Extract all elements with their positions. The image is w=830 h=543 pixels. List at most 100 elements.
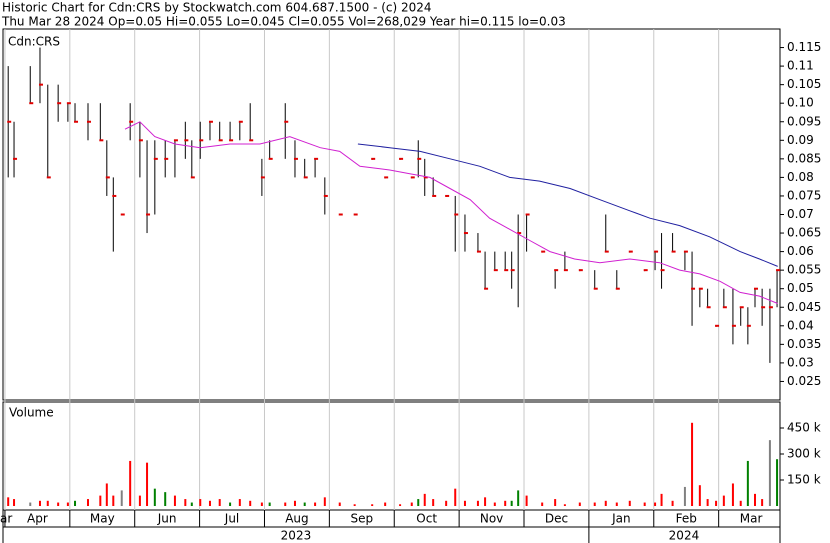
year-label: 2024 (669, 529, 700, 543)
volume-bar (671, 500, 674, 506)
y-tick-label: 0.095 (787, 114, 821, 128)
volume-bar (739, 500, 742, 506)
x-tick-label: Aug (285, 512, 308, 526)
y-tick-label: 0.09 (787, 133, 814, 147)
volume-label: Volume (9, 406, 54, 420)
volume-bar (38, 500, 41, 506)
volume-bar (129, 460, 132, 506)
volume-bar (643, 502, 646, 506)
volume-bar (173, 495, 176, 506)
volume-bar (445, 500, 448, 506)
volume-bar (578, 502, 581, 506)
volume-bar (510, 500, 513, 506)
volume-bar (504, 500, 507, 506)
volume-bar (338, 502, 341, 506)
volume-bar (120, 490, 123, 506)
x-tick-label: Oct (416, 512, 437, 526)
year-label: 2023 (281, 529, 312, 543)
volume-bar (517, 490, 520, 506)
volume-bar (660, 493, 663, 506)
volume-bar (184, 499, 187, 506)
volume-bar (293, 500, 296, 506)
volume-bar (29, 502, 32, 506)
x-tick-label: Feb (676, 512, 697, 526)
volume-bar (691, 422, 694, 506)
volume-bar (683, 486, 686, 506)
volume-bar (112, 495, 115, 506)
volume-bar (314, 502, 317, 506)
y-tick-label: 0.11 (787, 59, 814, 73)
volume-bar (715, 500, 718, 506)
volume-bar (423, 493, 426, 506)
volume-bar (66, 502, 69, 506)
y-tick-label: 0.045 (787, 300, 821, 314)
volume-bar (604, 500, 607, 506)
volume-bar (190, 502, 193, 506)
volume-bar (46, 500, 49, 506)
volume-bar (753, 493, 756, 506)
volume-bar (432, 499, 435, 506)
volume-bar (768, 440, 771, 506)
volume-bar (153, 488, 156, 506)
volume-bar (229, 502, 232, 506)
volume-bar (7, 497, 10, 506)
volume-bar (57, 502, 60, 506)
y-tick-label: 0.055 (787, 263, 821, 277)
x-tick-label: Jan (611, 512, 631, 526)
volume-bar (249, 500, 252, 506)
volume-bar (776, 459, 779, 506)
volume-bar (463, 500, 466, 506)
volume-tick-label: 150 k (787, 473, 821, 487)
volume-bar (105, 483, 108, 506)
volume-bar (493, 502, 496, 506)
y-tick-label: 0.05 (787, 281, 814, 295)
y-tick-label: 0.04 (787, 318, 814, 332)
y-tick-label: 0.035 (787, 337, 821, 351)
volume-bar (74, 500, 77, 506)
volume-bar (761, 499, 764, 506)
volume-bar (238, 499, 241, 506)
volume-bar (371, 504, 374, 506)
volume-bar (525, 495, 528, 506)
volume-bar (303, 502, 306, 506)
volume-tick-label: 300 k (787, 447, 821, 461)
volume-bar (410, 502, 413, 506)
volume-bar (746, 460, 749, 506)
volume-bar (563, 504, 566, 506)
x-tick-label: Nov (480, 512, 503, 526)
volume-bar (86, 499, 89, 506)
volume-bar (99, 495, 102, 506)
volume-bar (218, 499, 221, 506)
x-tick-label: May (90, 512, 115, 526)
volume-bar (146, 462, 149, 506)
volume-bar (454, 488, 457, 506)
volume-bar (554, 499, 557, 506)
y-tick-label: 0.105 (787, 77, 821, 91)
volume-bar (706, 499, 709, 506)
volume-bar (484, 497, 487, 506)
volume-bar (138, 495, 141, 506)
x-tick-label: Sep (350, 512, 373, 526)
x-tick-label: Dec (545, 512, 568, 526)
x-tick-label: Apr (27, 512, 48, 526)
volume-bar (353, 504, 356, 506)
volume-bar (384, 502, 387, 506)
volume-bar (268, 502, 271, 506)
x-tick-label: Jun (157, 512, 177, 526)
y-tick-label: 0.115 (787, 40, 821, 54)
chart-title: Historic Chart for Cdn:CRS by Stockwatch… (2, 1, 432, 15)
volume-bar (731, 483, 734, 506)
volume-tick-label: 450 k (787, 421, 821, 435)
volume-bar (164, 492, 167, 506)
volume-bar (208, 500, 211, 506)
volume-bar (593, 502, 596, 506)
volume-bar (722, 495, 725, 506)
y-tick-label: 0.075 (787, 188, 821, 202)
y-tick-label: 0.07 (787, 207, 814, 221)
y-tick-label: 0.085 (787, 151, 821, 165)
volume-bar (284, 502, 287, 506)
volume-bar (260, 502, 263, 506)
x-tick-label: ar (0, 512, 12, 526)
